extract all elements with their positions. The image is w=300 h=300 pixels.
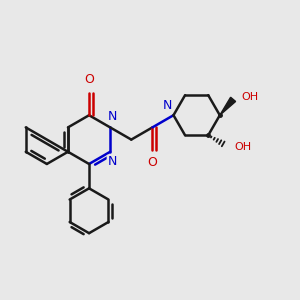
Text: OH: OH bbox=[242, 92, 259, 102]
Text: N: N bbox=[107, 155, 117, 168]
Polygon shape bbox=[220, 97, 236, 115]
Text: O: O bbox=[84, 73, 94, 86]
Text: OH: OH bbox=[235, 142, 252, 152]
Text: O: O bbox=[148, 156, 157, 170]
Text: N: N bbox=[107, 110, 117, 123]
Text: N: N bbox=[163, 99, 172, 112]
